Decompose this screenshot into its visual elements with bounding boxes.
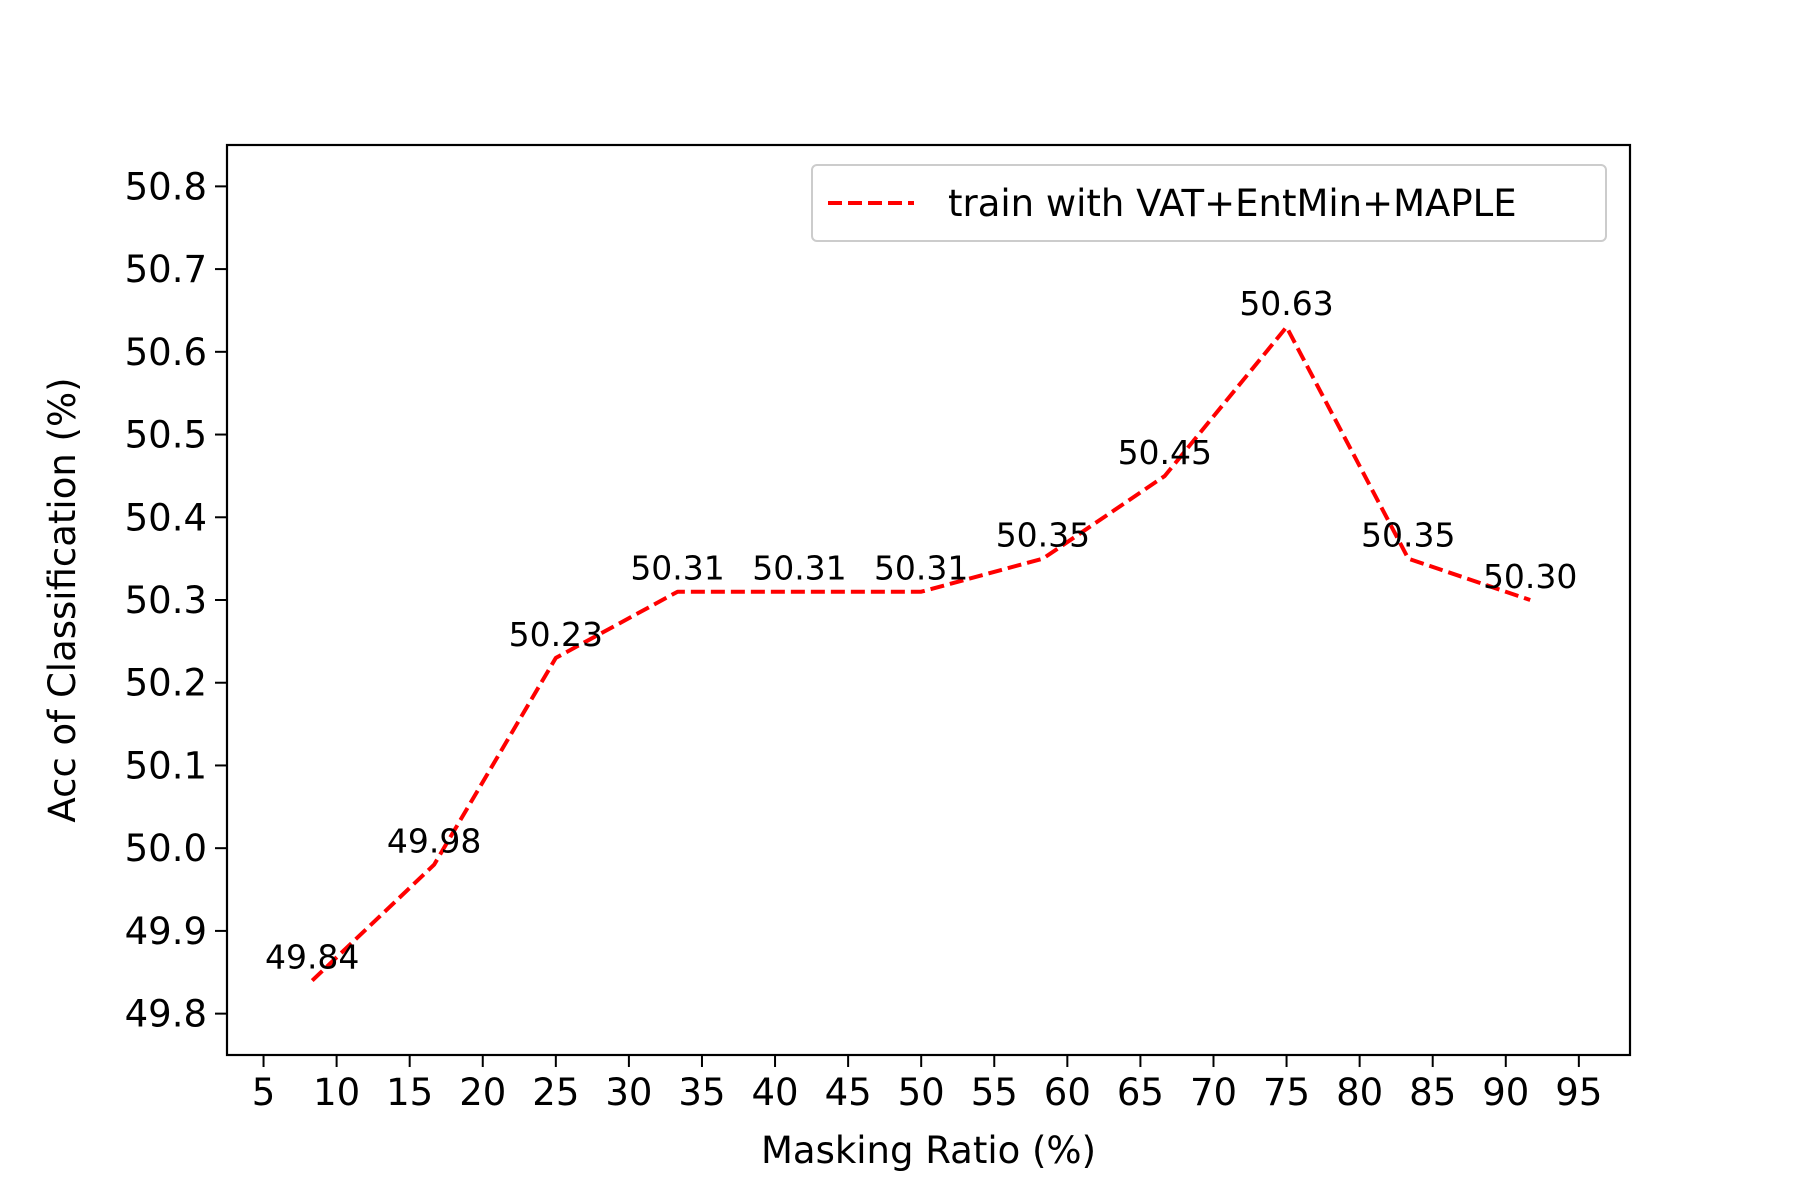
- data-label: 50.31: [752, 549, 846, 588]
- data-label: 50.35: [1361, 516, 1455, 555]
- x-axis-title: Masking Ratio (%): [761, 1129, 1096, 1172]
- x-tick-label: 60: [1044, 1071, 1091, 1114]
- x-tick-label: 35: [678, 1071, 725, 1114]
- data-label: 50.30: [1483, 557, 1577, 596]
- y-tick-label: 50.2: [125, 662, 207, 705]
- x-tick-label: 45: [825, 1071, 872, 1114]
- y-tick-label: 50.6: [125, 331, 207, 374]
- data-label: 50.45: [1118, 433, 1212, 472]
- x-tick-label: 90: [1482, 1071, 1529, 1114]
- legend: train with VAT+EntMin+MAPLE: [811, 164, 1607, 242]
- data-label: 49.98: [387, 822, 481, 861]
- y-tick-label: 50.3: [125, 579, 207, 622]
- x-tick-label: 55: [971, 1071, 1018, 1114]
- y-tick-label: 50.0: [125, 827, 207, 870]
- x-tick-label: 75: [1263, 1071, 1310, 1114]
- y-tick-label: 50.5: [125, 414, 207, 457]
- data-label: 50.31: [630, 549, 724, 588]
- data-label: 50.35: [996, 516, 1090, 555]
- x-tick-label: 5: [252, 1071, 276, 1114]
- y-axis-title: Acc of Classification (%): [41, 377, 84, 822]
- x-tick-label: 30: [605, 1071, 652, 1114]
- series-line: [310, 325, 1531, 982]
- data-label: 50.23: [509, 615, 603, 654]
- y-tick-label: 50.1: [125, 744, 207, 787]
- y-tick-label: 49.8: [125, 993, 207, 1036]
- y-tick-label: 49.9: [125, 910, 207, 953]
- x-tick-label: 50: [898, 1071, 945, 1114]
- x-tick-label: 65: [1117, 1071, 1164, 1114]
- data-label: 50.31: [874, 549, 968, 588]
- x-tick-label: 20: [459, 1071, 506, 1114]
- data-label: 50.63: [1239, 284, 1333, 323]
- x-tick-label: 25: [532, 1071, 579, 1114]
- x-tick-label: 85: [1409, 1071, 1456, 1114]
- x-tick-label: 95: [1555, 1071, 1602, 1114]
- y-tick-label: 50.4: [125, 496, 207, 539]
- legend-entry-label: train with VAT+EntMin+MAPLE: [948, 182, 1517, 225]
- data-label: 49.84: [265, 938, 359, 977]
- x-tick-label: 40: [752, 1071, 799, 1114]
- x-tick-label: 10: [313, 1071, 360, 1114]
- x-tick-label: 15: [386, 1071, 433, 1114]
- y-tick-label: 50.8: [125, 165, 207, 208]
- x-tick-label: 80: [1336, 1071, 1383, 1114]
- x-tick-label: 70: [1190, 1071, 1237, 1114]
- y-tick-label: 50.7: [125, 248, 207, 291]
- legend-box: [811, 164, 1607, 242]
